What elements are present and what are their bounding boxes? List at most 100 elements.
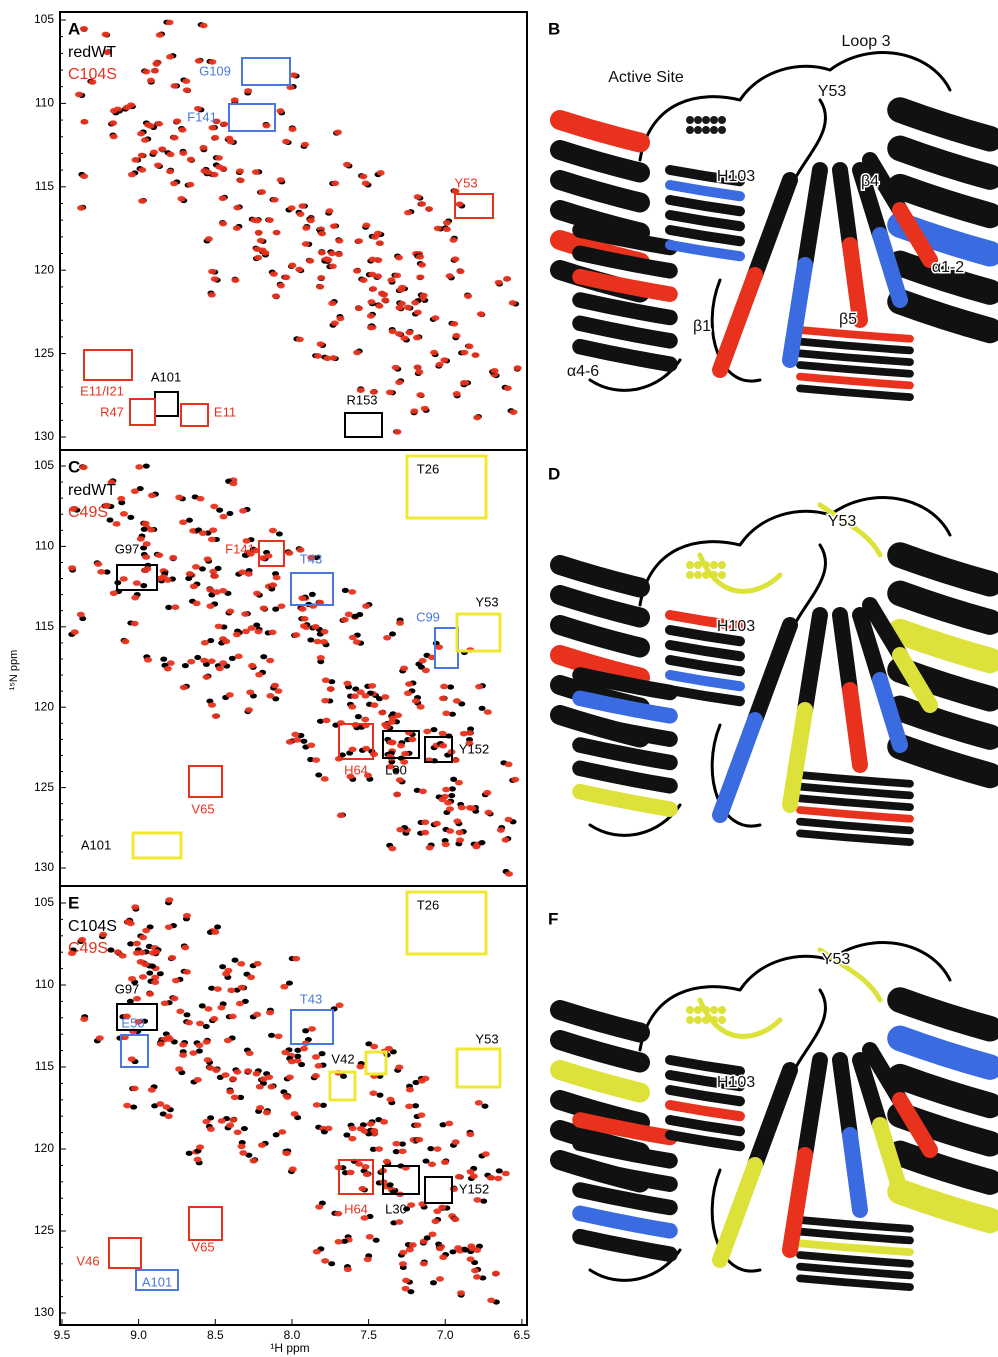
structure-label: Y53 — [828, 513, 857, 530]
peak-variant — [296, 547, 305, 553]
peak-variant — [285, 739, 294, 745]
side-chain-atom — [702, 571, 710, 579]
annotation-box — [228, 103, 276, 132]
peak-variant — [209, 568, 218, 575]
peak-variant — [165, 19, 174, 26]
panel-letter: E — [68, 893, 79, 912]
peak-variant — [217, 1118, 226, 1124]
peak-variant — [287, 205, 296, 211]
peak-variant — [402, 1277, 411, 1284]
peak-variant — [250, 217, 259, 223]
side-chain-atom — [702, 1016, 710, 1024]
peak-variant — [405, 681, 414, 687]
peak-variant — [211, 134, 220, 141]
peak-variant — [425, 206, 434, 212]
peak-variant — [268, 629, 277, 636]
peak-variant — [233, 1129, 242, 1136]
cartoon — [832, 162, 858, 253]
peak-ref — [272, 606, 280, 612]
peak-variant — [135, 464, 144, 470]
y-tick-label: 125 — [34, 346, 54, 360]
peak-variant — [255, 671, 264, 678]
peak-variant — [416, 704, 425, 710]
peak-variant — [268, 527, 277, 534]
peak-variant — [172, 977, 181, 984]
peak-variant — [123, 1102, 132, 1109]
peak-variant — [269, 271, 278, 277]
peak-variant — [415, 254, 424, 260]
peak-variant — [362, 745, 371, 752]
peak-variant — [220, 121, 229, 127]
peak-ref — [198, 1003, 206, 1009]
y-tick-label: 125 — [34, 1223, 54, 1237]
peak-variant — [385, 389, 394, 396]
peak-variant — [144, 657, 153, 663]
peak-variant — [307, 742, 316, 749]
peak-variant — [189, 528, 198, 534]
peak-ref — [369, 1146, 377, 1152]
peak-variant — [490, 368, 499, 374]
peak-variant — [264, 553, 273, 559]
annotation-label: C99 — [416, 609, 440, 624]
peak-variant — [494, 279, 503, 286]
peak-ref — [272, 696, 280, 702]
annotation-label: V65 — [191, 801, 214, 816]
peak-variant — [343, 161, 352, 168]
peak-variant — [311, 1073, 320, 1079]
peak-variant — [330, 320, 339, 326]
peak-variant — [99, 931, 108, 938]
peak-variant — [435, 361, 444, 368]
peak-variant — [155, 32, 164, 38]
peak-variant — [395, 1064, 404, 1071]
peak-variant — [269, 582, 278, 588]
peak-variant — [391, 364, 400, 371]
side-chain-atom — [686, 571, 694, 579]
peak-variant — [455, 201, 464, 207]
peak-variant — [236, 168, 245, 174]
peak-ref — [127, 941, 135, 947]
cartoon — [665, 210, 745, 232]
peak-variant — [397, 742, 406, 749]
cartoon — [796, 326, 914, 343]
peak-ref — [341, 1238, 349, 1244]
peak-variant — [417, 1077, 426, 1084]
peak-variant — [346, 773, 355, 780]
peak-variant — [445, 1120, 454, 1127]
peak-variant — [325, 208, 334, 214]
peak-variant — [465, 343, 474, 350]
cartoon — [887, 173, 998, 229]
peak-variant — [225, 692, 234, 698]
peak-variant — [299, 1045, 308, 1052]
annotation-label: A101 — [81, 837, 111, 852]
peak-variant — [255, 1083, 264, 1090]
peak-ref — [479, 1275, 487, 1281]
peak-variant — [244, 707, 253, 713]
annotation-box — [116, 1003, 158, 1031]
peak-variant — [401, 750, 410, 757]
peak-variant — [210, 573, 219, 579]
peak-variant — [378, 290, 387, 297]
peak-variant — [404, 690, 413, 697]
x-tick-label: 9.0 — [130, 1328, 147, 1342]
peak-variant — [367, 299, 376, 305]
peak-variant — [456, 837, 465, 843]
peak-variant — [457, 1290, 466, 1296]
peak-variant — [169, 554, 178, 561]
peak-variant — [210, 1016, 219, 1022]
peak-variant — [199, 22, 208, 29]
cartoon — [572, 222, 678, 256]
peak-ref — [351, 613, 359, 619]
peak-variant — [80, 173, 89, 180]
peak-variant — [236, 177, 245, 184]
peak-ref — [240, 1125, 248, 1132]
legend-entry: C49S — [68, 940, 108, 957]
annotation-box — [454, 193, 494, 219]
peak-variant — [370, 702, 379, 708]
peak-ref — [403, 1206, 411, 1212]
peak-variant — [455, 829, 464, 836]
peak-variant — [207, 536, 216, 543]
y-tick-label: 120 — [34, 699, 54, 713]
peak-variant — [247, 625, 256, 631]
cartoon — [887, 1140, 998, 1195]
peak-variant — [452, 332, 461, 339]
